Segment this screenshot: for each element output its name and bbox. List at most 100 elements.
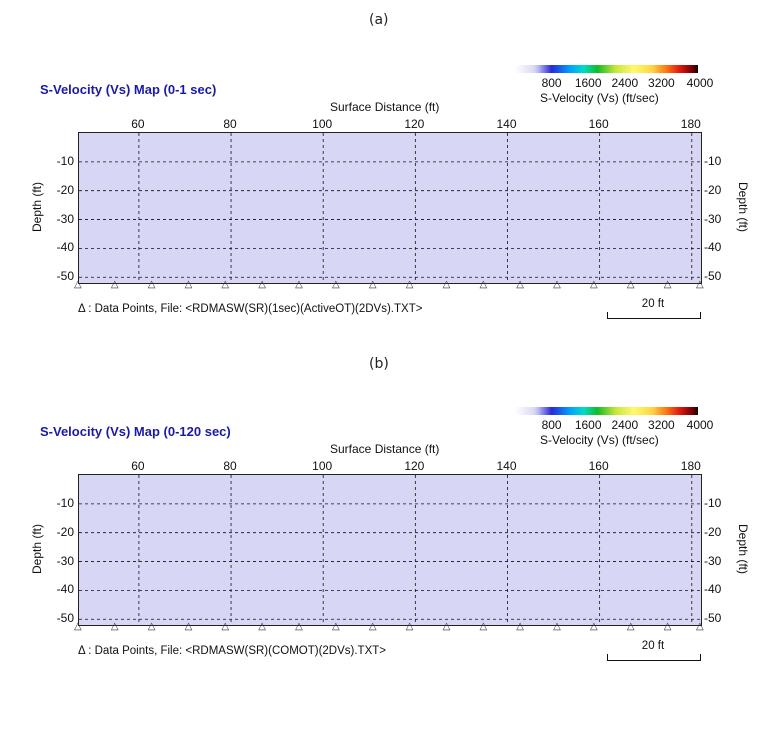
- heatmap-cell: [187, 238, 194, 242]
- heatmap-cell: [127, 169, 134, 173]
- heatmap-cell: [385, 220, 392, 224]
- heatmap-cell: [523, 268, 530, 272]
- heatmap-cell: [349, 148, 356, 152]
- heatmap-cell: [589, 217, 596, 221]
- heatmap-cell: [145, 256, 152, 260]
- heatmap-cell: [367, 259, 374, 263]
- heatmap-cell: [175, 157, 182, 161]
- heatmap-cell: [589, 133, 596, 137]
- heatmap-cell: [295, 271, 302, 275]
- heatmap-cell: [295, 265, 302, 269]
- heatmap-cell: [553, 172, 560, 176]
- heatmap-cell: [163, 139, 170, 143]
- heatmap-cell: [301, 220, 308, 224]
- heatmap-cell: [103, 268, 110, 272]
- heatmap-cell: [229, 136, 236, 140]
- heatmap-cell: [667, 151, 674, 155]
- heatmap-cell: [157, 136, 164, 140]
- heatmap-cell: [241, 175, 248, 179]
- heatmap-cell: [505, 145, 512, 149]
- heatmap-cell: [331, 271, 338, 275]
- heatmap-cell: [613, 223, 620, 227]
- heatmap-cell: [589, 166, 596, 170]
- heatmap-cell: [571, 232, 578, 236]
- heatmap-cell: [187, 136, 194, 140]
- heatmap-cell: [409, 157, 416, 161]
- heatmap-cell: [457, 196, 464, 200]
- heatmap-cell: [337, 226, 344, 230]
- heatmap-cell: [199, 220, 206, 224]
- heatmap-cell: [685, 133, 692, 137]
- heatmap-cell: [595, 169, 602, 173]
- heatmap-cell: [337, 265, 344, 269]
- heatmap-cell: [181, 238, 188, 242]
- heatmap-cell: [637, 208, 644, 212]
- heatmap-cell: [367, 193, 374, 197]
- heatmap-cell: [463, 202, 470, 206]
- heatmap-cell: [697, 265, 701, 269]
- heatmap-cell: [505, 190, 512, 194]
- heatmap-cell: [343, 166, 350, 170]
- heatmap-cell: [367, 247, 374, 251]
- heatmap-cell: [145, 175, 152, 179]
- heatmap-cell: [313, 256, 320, 260]
- heatmap-cell: [433, 256, 440, 260]
- heatmap-cell: [115, 139, 122, 143]
- heatmap-cell: [535, 133, 542, 137]
- heatmap-cell: [331, 241, 338, 245]
- heatmap-cell: [583, 184, 590, 188]
- heatmap-cell: [97, 220, 104, 224]
- heatmap-cell: [121, 148, 128, 152]
- heatmap-cell: [553, 244, 560, 248]
- heatmap-cell: [103, 139, 110, 143]
- heatmap-cell: [103, 229, 110, 233]
- heatmap-cell: [565, 151, 572, 155]
- heatmap-cell: [511, 217, 518, 221]
- heatmap-cell: [325, 175, 332, 179]
- heatmap-cell: [181, 157, 188, 161]
- heatmap-cell: [109, 250, 116, 254]
- heatmap-cell: [349, 256, 356, 260]
- heatmap-cell: [691, 211, 698, 215]
- heatmap-cell: [667, 241, 674, 245]
- heatmap-cell: [139, 169, 146, 173]
- heatmap-cell: [607, 196, 614, 200]
- heatmap-cell: [217, 157, 224, 161]
- heatmap-cell: [679, 229, 686, 233]
- heatmap-cell: [223, 199, 230, 203]
- heatmap-cell: [601, 235, 608, 239]
- heatmap-cell: [103, 136, 110, 140]
- heatmap-cell: [553, 223, 560, 227]
- heatmap-cell: [439, 148, 446, 152]
- heatmap-cell: [565, 253, 572, 257]
- heatmap-cell: [397, 247, 404, 251]
- heatmap-cell: [577, 148, 584, 152]
- heatmap-cell: [583, 139, 590, 143]
- heatmap-cell: [523, 145, 530, 149]
- heatmap-cell: [169, 220, 176, 224]
- heatmap-cell: [205, 166, 212, 170]
- heatmap-cell: [631, 151, 638, 155]
- heatmap-cell: [283, 253, 290, 257]
- heatmap-cell: [205, 223, 212, 227]
- heatmap-cell: [145, 238, 152, 242]
- heatmap-cell: [175, 268, 182, 272]
- heatmap-cell: [505, 256, 512, 260]
- heatmap-cell: [415, 262, 422, 266]
- heatmap-cell: [271, 217, 278, 221]
- heatmap-cell: [601, 214, 608, 218]
- heatmap-cell: [547, 241, 554, 245]
- heatmap-cell: [421, 151, 428, 155]
- heatmap-cell: [85, 190, 92, 194]
- heatmap-cell: [97, 148, 104, 152]
- heatmap-cell: [241, 235, 248, 239]
- heatmap-cell: [451, 214, 458, 218]
- heatmap-cell: [253, 259, 260, 263]
- heatmap-cell: [523, 238, 530, 242]
- heatmap-cell: [481, 265, 488, 269]
- heatmap-cell: [235, 148, 242, 152]
- heatmap-cell: [133, 226, 140, 230]
- heatmap-cell: [499, 163, 506, 167]
- heatmap-cell: [457, 253, 464, 257]
- heatmap-cell: [241, 217, 248, 221]
